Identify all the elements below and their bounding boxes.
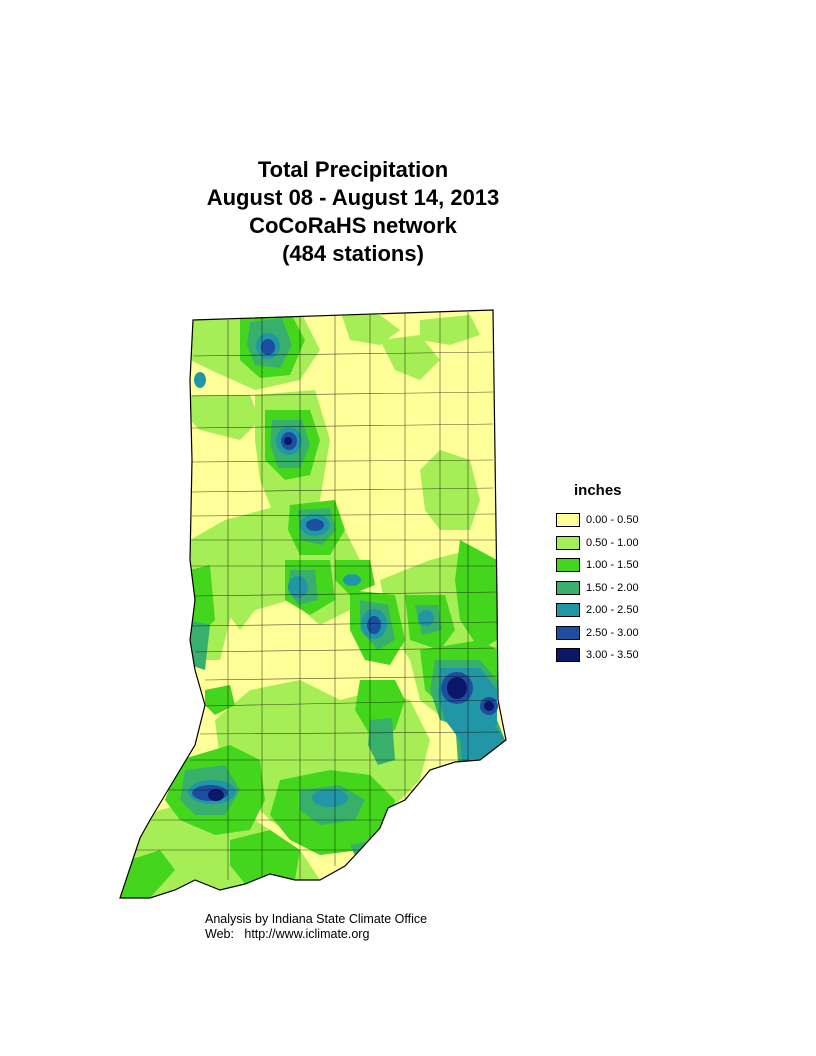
legend-item: 1.00 - 1.50 (556, 554, 706, 577)
credit-block: Analysis by Indiana State Climate Office… (205, 912, 427, 942)
legend-item: 1.50 - 2.00 (556, 577, 706, 600)
legend-label: 0.00 - 0.50 (586, 514, 639, 527)
legend-swatch (556, 513, 580, 528)
legend-item: 2.00 - 2.50 (556, 599, 706, 622)
title-line-1: Total Precipitation (257, 157, 449, 182)
legend-item: 3.00 - 3.50 (556, 644, 706, 667)
legend-swatch (556, 603, 580, 618)
legend-swatch (556, 625, 580, 640)
legend-label: 2.50 - 3.00 (586, 626, 639, 639)
legend-items: 0.00 - 0.50 0.50 - 1.00 1.00 - 1.50 1.50 - … (556, 509, 706, 667)
map-title: Total Precipitation August 08 - August 1… (0, 156, 706, 268)
title-line-3: CoCoRaHS network (249, 213, 457, 238)
legend-item: 2.50 - 3.00 (556, 622, 706, 645)
legend-swatch (556, 535, 580, 550)
title-line-2: August 08 - August 14, 2013 (206, 185, 500, 210)
county-boundaries (130, 312, 501, 880)
zones-3.0-3.5 (208, 437, 494, 801)
legend-title: inches (574, 482, 622, 499)
legend-swatch (556, 648, 580, 663)
legend: inches 0.00 - 0.50 0.50 - 1.00 1.00 - 1.50… (556, 482, 706, 667)
legend-item: 0.00 - 0.50 (556, 509, 706, 532)
precipitation-surface (120, 310, 506, 898)
legend-swatch (556, 580, 580, 595)
legend-swatch (556, 558, 580, 573)
legend-label: 3.00 - 3.50 (586, 649, 639, 662)
legend-label: 2.00 - 2.50 (586, 604, 639, 617)
legend-item: 0.50 - 1.00 (556, 532, 706, 555)
indiana-state-outline (119, 309, 507, 899)
credit-analysis: Analysis by Indiana State Climate Office (205, 912, 428, 926)
legend-label: 1.50 - 2.00 (586, 581, 639, 594)
title-line-4: (484 stations) (282, 241, 424, 266)
legend-label: 0.50 - 1.00 (586, 536, 639, 549)
credit-web: Web: http://www.iclimate.org (205, 927, 370, 941)
legend-label: 1.00 - 1.50 (586, 559, 639, 572)
